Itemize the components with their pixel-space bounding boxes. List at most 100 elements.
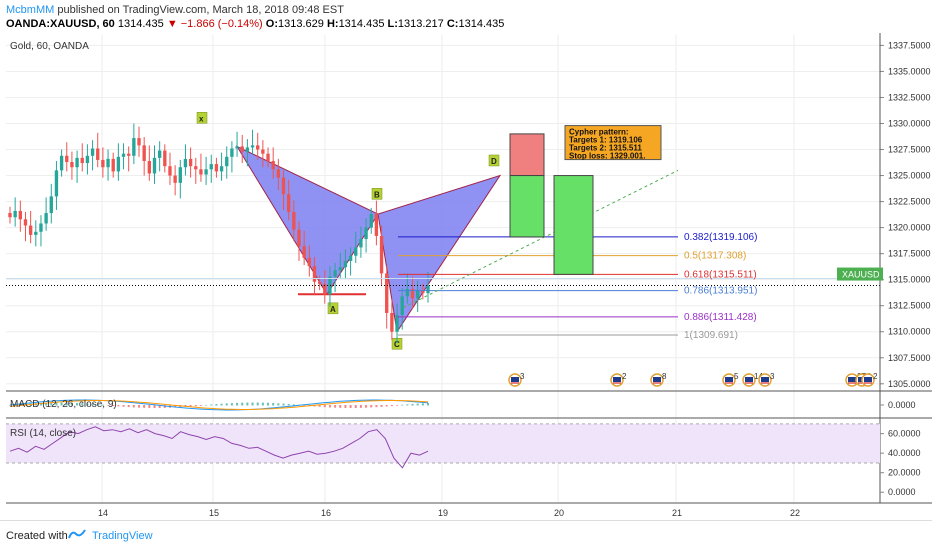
macd-hist-bar <box>189 405 192 407</box>
macd-hist-bar <box>96 404 99 406</box>
y-tick-label: 1320.0000 <box>888 223 931 233</box>
candle-body <box>80 157 84 164</box>
created-with-text: Created with <box>6 530 68 542</box>
candle-body <box>426 285 430 294</box>
flag-canton <box>745 377 753 382</box>
signal-line <box>9 400 429 410</box>
macd-hist-bar <box>380 405 383 407</box>
candle-body <box>302 246 306 258</box>
candle-body <box>338 267 342 271</box>
candle-body <box>13 210 17 218</box>
candle-body <box>395 315 399 332</box>
macd-hist-bar <box>112 405 115 406</box>
y-tick-label: 1325.0000 <box>888 171 931 181</box>
y-tick-label: 1317.5000 <box>888 249 931 259</box>
macd-hist-bar <box>65 402 68 406</box>
tradingview-brand[interactable]: TradingView <box>92 530 153 542</box>
macd-hist-bar <box>401 404 404 406</box>
candle-body <box>261 149 265 154</box>
macd-hist-bar <box>236 402 239 406</box>
macd-hist-bar <box>318 405 321 407</box>
published-line: McbmMM published on TradingView.com, Mar… <box>6 4 344 16</box>
author-link[interactable]: McbmMM <box>6 4 55 16</box>
price-badge-label: XAUUSD <box>842 270 880 280</box>
target1-box <box>509 175 545 238</box>
candle-body <box>379 235 384 274</box>
candle-body <box>374 214 379 236</box>
candle-body <box>127 153 131 156</box>
macd-hist-bar <box>9 405 11 406</box>
y-tick-label: 1305.0000 <box>888 379 931 389</box>
macd-pane-title: MACD (12, 26, close, 9) <box>10 399 117 410</box>
macd-hist-bar <box>256 402 259 406</box>
macd-hist-bar <box>251 402 254 406</box>
fib-label: 0.786(1313.951) <box>684 286 757 297</box>
macd-hist-bar <box>132 405 135 408</box>
x-tick-label: 20 <box>554 508 564 518</box>
macd-hist-bar <box>354 405 357 408</box>
fib-label: 1(1309.691) <box>684 330 738 341</box>
candle-body <box>297 229 301 247</box>
flag-canton <box>848 377 856 382</box>
candle-body <box>307 257 311 267</box>
candle-body <box>405 289 410 297</box>
chart-canvas[interactable]: x A B C D 0.382(1319.106) 0.5(1317.308) 0.618(… <box>0 33 932 518</box>
pattern-info-bg <box>564 125 662 161</box>
candle-body <box>23 219 28 226</box>
macd-hist-bar <box>127 405 130 408</box>
macd-hist-bar <box>76 402 79 406</box>
pattern-info-box: Cypher pattern:Targets 1: 1319.106Target… <box>564 125 662 161</box>
candle-body <box>75 157 79 168</box>
candle-body <box>204 169 208 175</box>
macd-hist-bar <box>50 402 53 406</box>
candle-body <box>225 156 229 167</box>
macd-hist-bar <box>292 404 295 406</box>
candle-body <box>8 213 12 218</box>
candle-body <box>39 223 43 232</box>
macd-hist-bar <box>117 405 120 407</box>
macd-hist-bar <box>148 405 151 408</box>
macd-line <box>9 399 429 411</box>
candle-body <box>101 159 105 168</box>
event-count: 2 <box>622 372 627 381</box>
macd-hist-bar <box>277 403 280 406</box>
macd-hist-bar <box>153 405 156 408</box>
macd-hist-bar <box>328 405 331 408</box>
macd-hist-bar <box>107 405 110 406</box>
macd-hist-bar <box>385 405 388 407</box>
macd-hist-bar <box>143 405 146 408</box>
candle-body <box>276 169 281 178</box>
candle-body <box>49 196 53 214</box>
y-tick-label: 1322.5000 <box>888 197 931 207</box>
chart-area[interactable]: x A B C D 0.382(1319.106) 0.5(1317.308) 0.618(… <box>0 33 932 518</box>
macd-hist-bar <box>101 404 104 406</box>
x-tick-label: 14 <box>98 508 108 518</box>
candle-body <box>214 164 219 172</box>
symbol-label: OANDA:XAUUSD, 60 <box>6 18 115 30</box>
candle-body <box>44 213 48 224</box>
macd-hist-bar <box>205 404 208 406</box>
rsi-tick-label: 0.0000 <box>888 487 916 497</box>
rsi-tick-label: 60.0000 <box>888 429 921 439</box>
macd-hist-bar <box>230 403 233 406</box>
point-label-a: A <box>330 305 336 314</box>
macd-hist-bar <box>60 402 63 406</box>
macd-tick-label: 0.0000 <box>888 400 916 410</box>
macd-hist-bar <box>406 404 409 406</box>
macd-hist-bar <box>55 402 58 406</box>
y-tick-label: 1312.5000 <box>888 301 931 311</box>
flag-canton <box>761 377 769 382</box>
candle-body <box>137 138 141 146</box>
macd-hist-bar <box>158 405 161 408</box>
candle-body <box>54 170 59 197</box>
low-value: 1313.217 <box>397 18 444 30</box>
macd-hist-bar <box>344 405 347 408</box>
candles <box>6 123 880 344</box>
price-badge <box>837 267 883 281</box>
pattern-info-line: Targets 2: 1315.511 <box>569 144 642 153</box>
macd-hist-bar <box>199 405 202 406</box>
macd-hist-bar <box>70 402 73 406</box>
candle-body <box>18 210 22 220</box>
flag-canton <box>725 377 733 382</box>
macd-hist-bar <box>421 403 424 406</box>
